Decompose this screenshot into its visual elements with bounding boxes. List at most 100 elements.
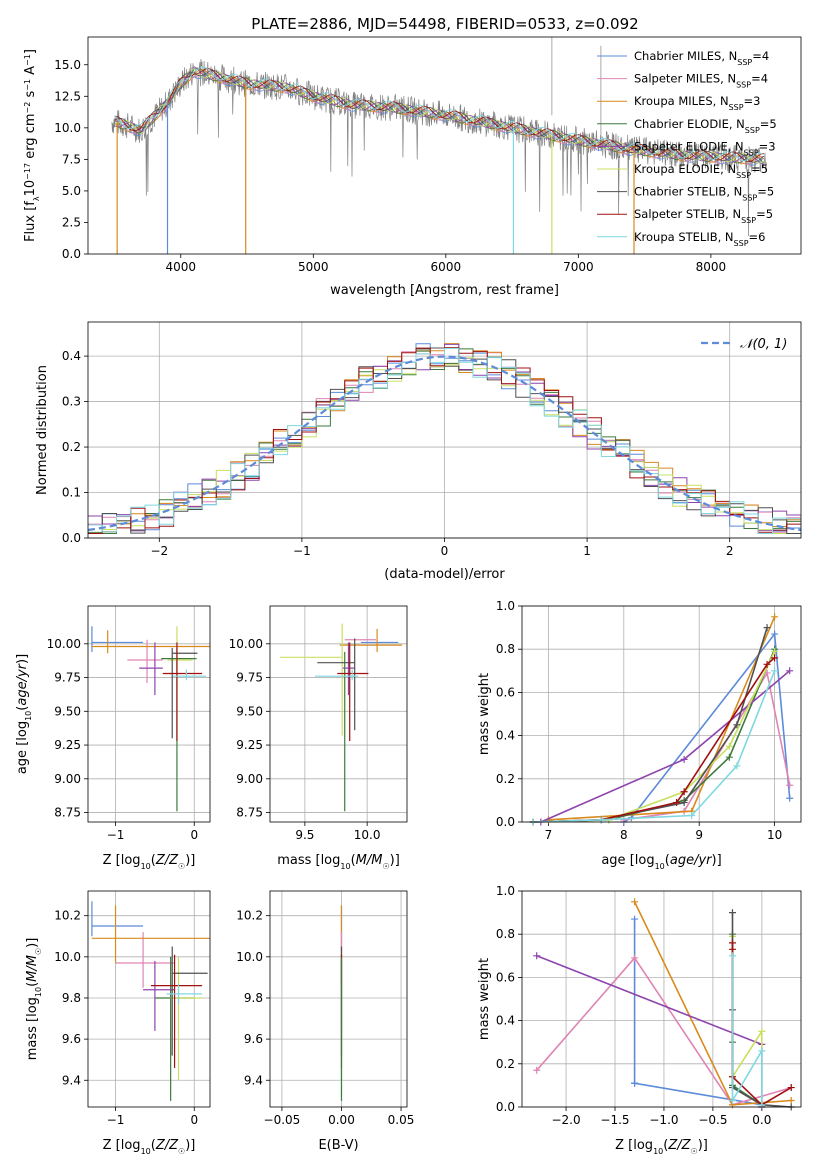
model-kroupa-elodie	[114, 68, 765, 164]
data-point	[733, 721, 741, 729]
data-point	[631, 954, 639, 962]
y-tick-label: 0.8	[496, 642, 515, 656]
y-tick-label: 0.2	[496, 772, 515, 786]
x-tick-label: 7	[545, 828, 553, 842]
x-tick-label: −2	[150, 544, 168, 558]
x-tick-label: 0.00	[328, 1113, 355, 1127]
data-point	[771, 647, 779, 655]
y-tick-label: 0.8	[496, 927, 515, 941]
y-tick-label: 9.4	[62, 1073, 81, 1087]
x-tick-label: −0.05	[264, 1113, 301, 1127]
data-point	[786, 667, 794, 675]
x-tick-label: −1.0	[649, 1113, 678, 1127]
x-axis-label: Z [log10(Z/Z☉)]	[615, 1138, 708, 1156]
axes-age_vs_mass: 9.5 10.0 8.75 9.00 9.25 9.50 9.75 10.00 mass [lo…	[229, 605, 408, 871]
x-tick-label: −1	[107, 1113, 125, 1127]
plot-area-spectrum	[111, 37, 767, 254]
data-point	[533, 1066, 541, 1074]
data-point	[771, 630, 779, 638]
data-point	[728, 939, 736, 947]
y-tick-label: 0.2	[62, 440, 81, 454]
y-tick-label: 1.0	[496, 884, 515, 898]
x-tick-label: −1	[293, 544, 311, 558]
x-tick-label: 4000	[165, 260, 196, 274]
y-tick-label: 0.0	[496, 815, 515, 829]
y-tick-label: 10.2	[236, 909, 263, 923]
x-axis-label: E(B-V)	[318, 1138, 358, 1153]
series-chabrier-miles	[633, 919, 763, 1106]
data-point	[758, 1027, 766, 1035]
axes-weight_vs_Z: −2.0 −1.5 −1.0 −0.5 0.0 0.0 0.2 0.4 0.6 0.8 1.0 Z […	[477, 884, 802, 1156]
y-tick-label: 0.0	[496, 1100, 515, 1114]
data-point	[758, 1047, 766, 1055]
axes-frame	[87, 605, 211, 823]
y-axis-label: mass [log10(M/M☉)]	[25, 938, 43, 1061]
data-point	[725, 742, 733, 750]
y-tick-label: 9.00	[236, 772, 263, 786]
data-point	[728, 952, 736, 960]
legend: Chabrier MILES, NSSP=4 Salpeter MILES, NS…	[597, 49, 777, 247]
observed-spectrum	[111, 58, 767, 237]
x-tick-label: 5000	[298, 260, 329, 274]
y-tick-label: 10.00	[229, 637, 263, 651]
axes-frame	[269, 890, 408, 1108]
model-kroupa-stelib	[114, 66, 765, 162]
axes-frame	[521, 605, 802, 823]
data-point	[786, 794, 794, 802]
plot-area-residuals	[88, 343, 801, 534]
series-kroupa-stelib	[731, 955, 763, 1105]
y-axis-label: mass weight	[477, 958, 492, 1040]
x-tick-label: 6000	[431, 260, 462, 274]
x-axis-label: wavelength [Angstrom, rest frame]	[330, 283, 559, 298]
y-tick-label: 2.5	[62, 215, 81, 229]
x-tick-label: 0	[441, 544, 449, 558]
data-point	[786, 781, 794, 789]
data-point	[728, 945, 736, 953]
y-tick-label: 9.50	[54, 704, 81, 718]
y-tick-label: 1.0	[496, 599, 515, 613]
x-axis-label: age [log10(age/yr)]	[601, 853, 721, 871]
x-tick-label: 2	[726, 544, 734, 558]
y-tick-label: 9.25	[54, 738, 81, 752]
series-chabrier-miles	[623, 632, 791, 823]
y-tick-label: 10.2	[54, 909, 81, 923]
axes-frame	[87, 321, 802, 539]
y-tick-label: 0.4	[496, 1014, 515, 1028]
axes-age_vs_Z: −1 0 8.75 9.00 9.25 9.50 9.75 10.00 Z [log10(Z/Z…	[15, 605, 211, 871]
data-point	[631, 915, 639, 923]
axes-mass_vs_Z: −1 0 9.4 9.6 9.8 10.0 10.2 Z [log10(Z/Z☉)] mass …	[25, 890, 211, 1156]
y-tick-label: 10.0	[54, 121, 81, 135]
y-tick-label: 9.50	[236, 704, 263, 718]
data-point	[787, 1097, 795, 1105]
y-axis-label: mass weight	[477, 673, 492, 755]
data-point	[680, 755, 688, 763]
y-tick-label: 9.6	[62, 1032, 81, 1046]
y-tick-label: 8.75	[54, 806, 81, 820]
legend-label: Chabrier MILES, NSSP=4	[634, 49, 769, 67]
x-tick-label: 0.05	[388, 1113, 415, 1127]
data-point	[763, 624, 771, 632]
legend-label: Salpeter MILES, NSSP=4	[634, 72, 768, 90]
y-tick-label: 0.4	[62, 349, 81, 363]
axes-residuals: −2 −1 0 1 2 0.0 0.1 0.2 0.3 0.4 (data-model)/error…	[35, 321, 802, 582]
plot-area-age_vs_Z	[91, 626, 210, 812]
y-tick-label: 0.0	[62, 531, 81, 545]
y-tick-label: 15.0	[54, 58, 81, 72]
x-axis-label: Z [log10(Z/Z☉)]	[103, 1138, 196, 1156]
data-point	[763, 660, 771, 668]
data-point	[728, 1097, 736, 1105]
y-tick-label: 10.0	[54, 950, 81, 964]
y-tick-label: 9.75	[236, 671, 263, 685]
y-tick-label: 0.2	[496, 1057, 515, 1071]
y-axis-label: Normed distribution	[35, 365, 50, 495]
axes-frame	[87, 36, 802, 255]
data-point	[728, 909, 736, 917]
data-point	[771, 667, 779, 675]
y-tick-label: 0.3	[62, 395, 81, 409]
data-point	[725, 753, 733, 761]
series-kroupa-stelib	[533, 670, 776, 823]
x-tick-label: −1.5	[600, 1113, 629, 1127]
legend-label: Salpeter ELODIE, NSSP=3	[634, 139, 776, 157]
x-tick-label: −2.0	[551, 1113, 580, 1127]
